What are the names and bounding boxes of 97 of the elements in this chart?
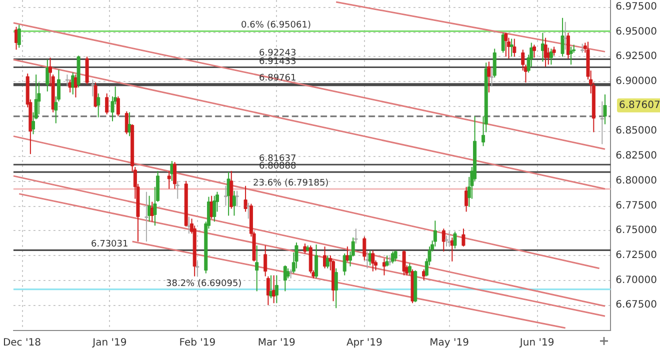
ref-line-label: 6.73031 — [91, 240, 128, 250]
candlestick — [144, 191, 148, 242]
candlestick — [65, 74, 69, 87]
candlestick — [71, 72, 75, 95]
candlestick — [128, 112, 132, 137]
candlestick — [224, 185, 228, 206]
ref-line-label: 23.6% (6.79185) — [253, 178, 329, 189]
y-tick-label: 6.90000 — [616, 76, 658, 88]
candlestick — [116, 96, 120, 117]
candlestick — [504, 32, 508, 58]
candlestick — [286, 268, 290, 279]
y-tick-label: 6.72500 — [616, 250, 658, 261]
candlestick — [85, 56, 89, 85]
candlestick — [264, 245, 268, 277]
x-tick-label: Dec '18 — [2, 338, 41, 348]
y-tick-label: 6.82500 — [616, 150, 658, 162]
candlestick — [566, 32, 570, 60]
y-tick-label: 6.67500 — [616, 300, 658, 311]
candlestick — [402, 250, 406, 276]
x-tick-label: Jan '19 — [92, 338, 127, 348]
candlestick — [176, 180, 180, 200]
candlestick — [532, 44, 536, 58]
candlestick — [560, 17, 564, 58]
candlestick — [274, 274, 278, 304]
candlestick — [94, 82, 98, 108]
candlestick — [600, 100, 604, 145]
candlestick — [569, 46, 573, 66]
candlestick — [394, 250, 398, 262]
candlestick — [354, 228, 358, 244]
y-tick-label: 6.97500 — [616, 1, 658, 12]
candlestick — [246, 202, 250, 220]
candlestick — [501, 32, 505, 54]
candlestick — [362, 236, 366, 261]
candlestick — [68, 79, 72, 93]
candlestick — [544, 37, 548, 68]
candlestick — [303, 243, 307, 254]
candlestick — [342, 252, 346, 276]
candlestick — [444, 235, 448, 248]
x-tick-label: Mar '19 — [258, 338, 296, 348]
candlestick — [272, 274, 276, 304]
candlestick — [283, 264, 287, 292]
y-tick-label: 6.95000 — [616, 26, 658, 38]
candlestick — [510, 38, 514, 58]
candlestick — [90, 79, 94, 97]
ref-line-label: 38.2% (6.69095) — [166, 278, 242, 289]
candlestick — [334, 268, 338, 309]
candlestick — [148, 195, 152, 222]
candlestick — [170, 160, 174, 182]
y-tick-label: 6.75000 — [616, 225, 658, 236]
candlestick — [314, 244, 318, 279]
y-tick-label: 6.77500 — [616, 200, 658, 212]
candlestick — [371, 250, 375, 272]
candlestick — [408, 262, 412, 276]
candlestick — [226, 171, 230, 216]
ref-line-label: 0.6% (6.95061) — [241, 20, 311, 31]
candlestick — [442, 228, 446, 252]
candlestick — [365, 250, 369, 269]
text: 6.87607 — [619, 100, 660, 111]
y-tick-label: 6.92500 — [616, 51, 658, 62]
candlestick — [235, 190, 239, 208]
y-tick-label: 6.70000 — [616, 274, 658, 286]
candlestick — [232, 190, 236, 216]
ref-line-label: 6.92243 — [259, 48, 296, 59]
candlestick — [549, 48, 553, 66]
candlestick — [212, 195, 216, 222]
y-tick-label: 6.85000 — [616, 126, 658, 137]
candlestick — [323, 246, 327, 269]
candlestick — [564, 21, 568, 50]
candlestick — [173, 162, 177, 190]
candlestick — [385, 254, 389, 267]
x-tick-label: Apr '19 — [346, 338, 382, 348]
candlestick — [453, 231, 457, 249]
candlestick — [603, 94, 607, 125]
x-tick-label: Jun '19 — [518, 338, 554, 348]
candlestick — [512, 38, 516, 58]
candlestick — [255, 245, 259, 292]
candlestick — [492, 48, 496, 78]
candlestick — [507, 37, 511, 60]
candlestick — [326, 254, 330, 269]
candlestick — [266, 276, 270, 306]
candlestick — [433, 220, 437, 248]
candlestick — [105, 92, 109, 115]
x-tick-label: Feb '19 — [179, 338, 216, 348]
candlestick — [96, 92, 100, 118]
candlestick — [462, 228, 466, 248]
y-tick-label: 6.80000 — [616, 175, 658, 186]
candlestick — [490, 67, 494, 87]
candlestick — [448, 231, 452, 248]
x-tick-label: May '19 — [430, 338, 469, 348]
candlestick — [464, 186, 468, 212]
candlestick — [46, 59, 50, 92]
candlestick — [17, 24, 21, 48]
candlestick — [187, 216, 191, 234]
candlestick — [244, 185, 248, 212]
candlestick — [487, 61, 491, 93]
candlestick — [167, 170, 171, 190]
candlestick — [196, 260, 200, 277]
